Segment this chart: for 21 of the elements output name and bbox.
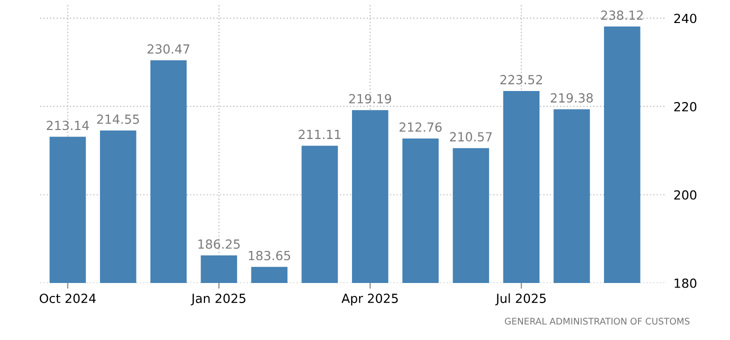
y-tick-label: 220 <box>674 102 696 112</box>
data-label: 211.11 <box>298 130 340 139</box>
y-tick-label: 240 <box>674 14 696 24</box>
data-label: 219.19 <box>349 94 392 104</box>
y-tick-label: 200 <box>674 190 696 200</box>
data-label: 210.57 <box>450 132 492 142</box>
data-label: 183.65 <box>248 250 290 260</box>
x-tick-label: Apr 2025 <box>342 294 398 306</box>
data-label: 214.55 <box>97 114 139 124</box>
data-label: 186.25 <box>198 239 240 249</box>
data-label: 213.14 <box>46 120 89 130</box>
data-label: 230.47 <box>148 44 190 54</box>
x-tick-label: Jul 2025 <box>495 293 546 306</box>
x-tick-label: Jan 2025 <box>190 294 246 306</box>
data-label: 238.12 <box>601 10 643 20</box>
data-label: 212.76 <box>400 122 442 132</box>
data-label: 223.52 <box>500 74 542 84</box>
data-label: 219.38 <box>550 93 593 103</box>
x-tick-label: Oct 2024 <box>40 294 96 304</box>
text: GENERAL ADMINISTRATION OF CUSTOMS <box>504 318 690 325</box>
y-tick-label: 180 <box>674 278 696 288</box>
